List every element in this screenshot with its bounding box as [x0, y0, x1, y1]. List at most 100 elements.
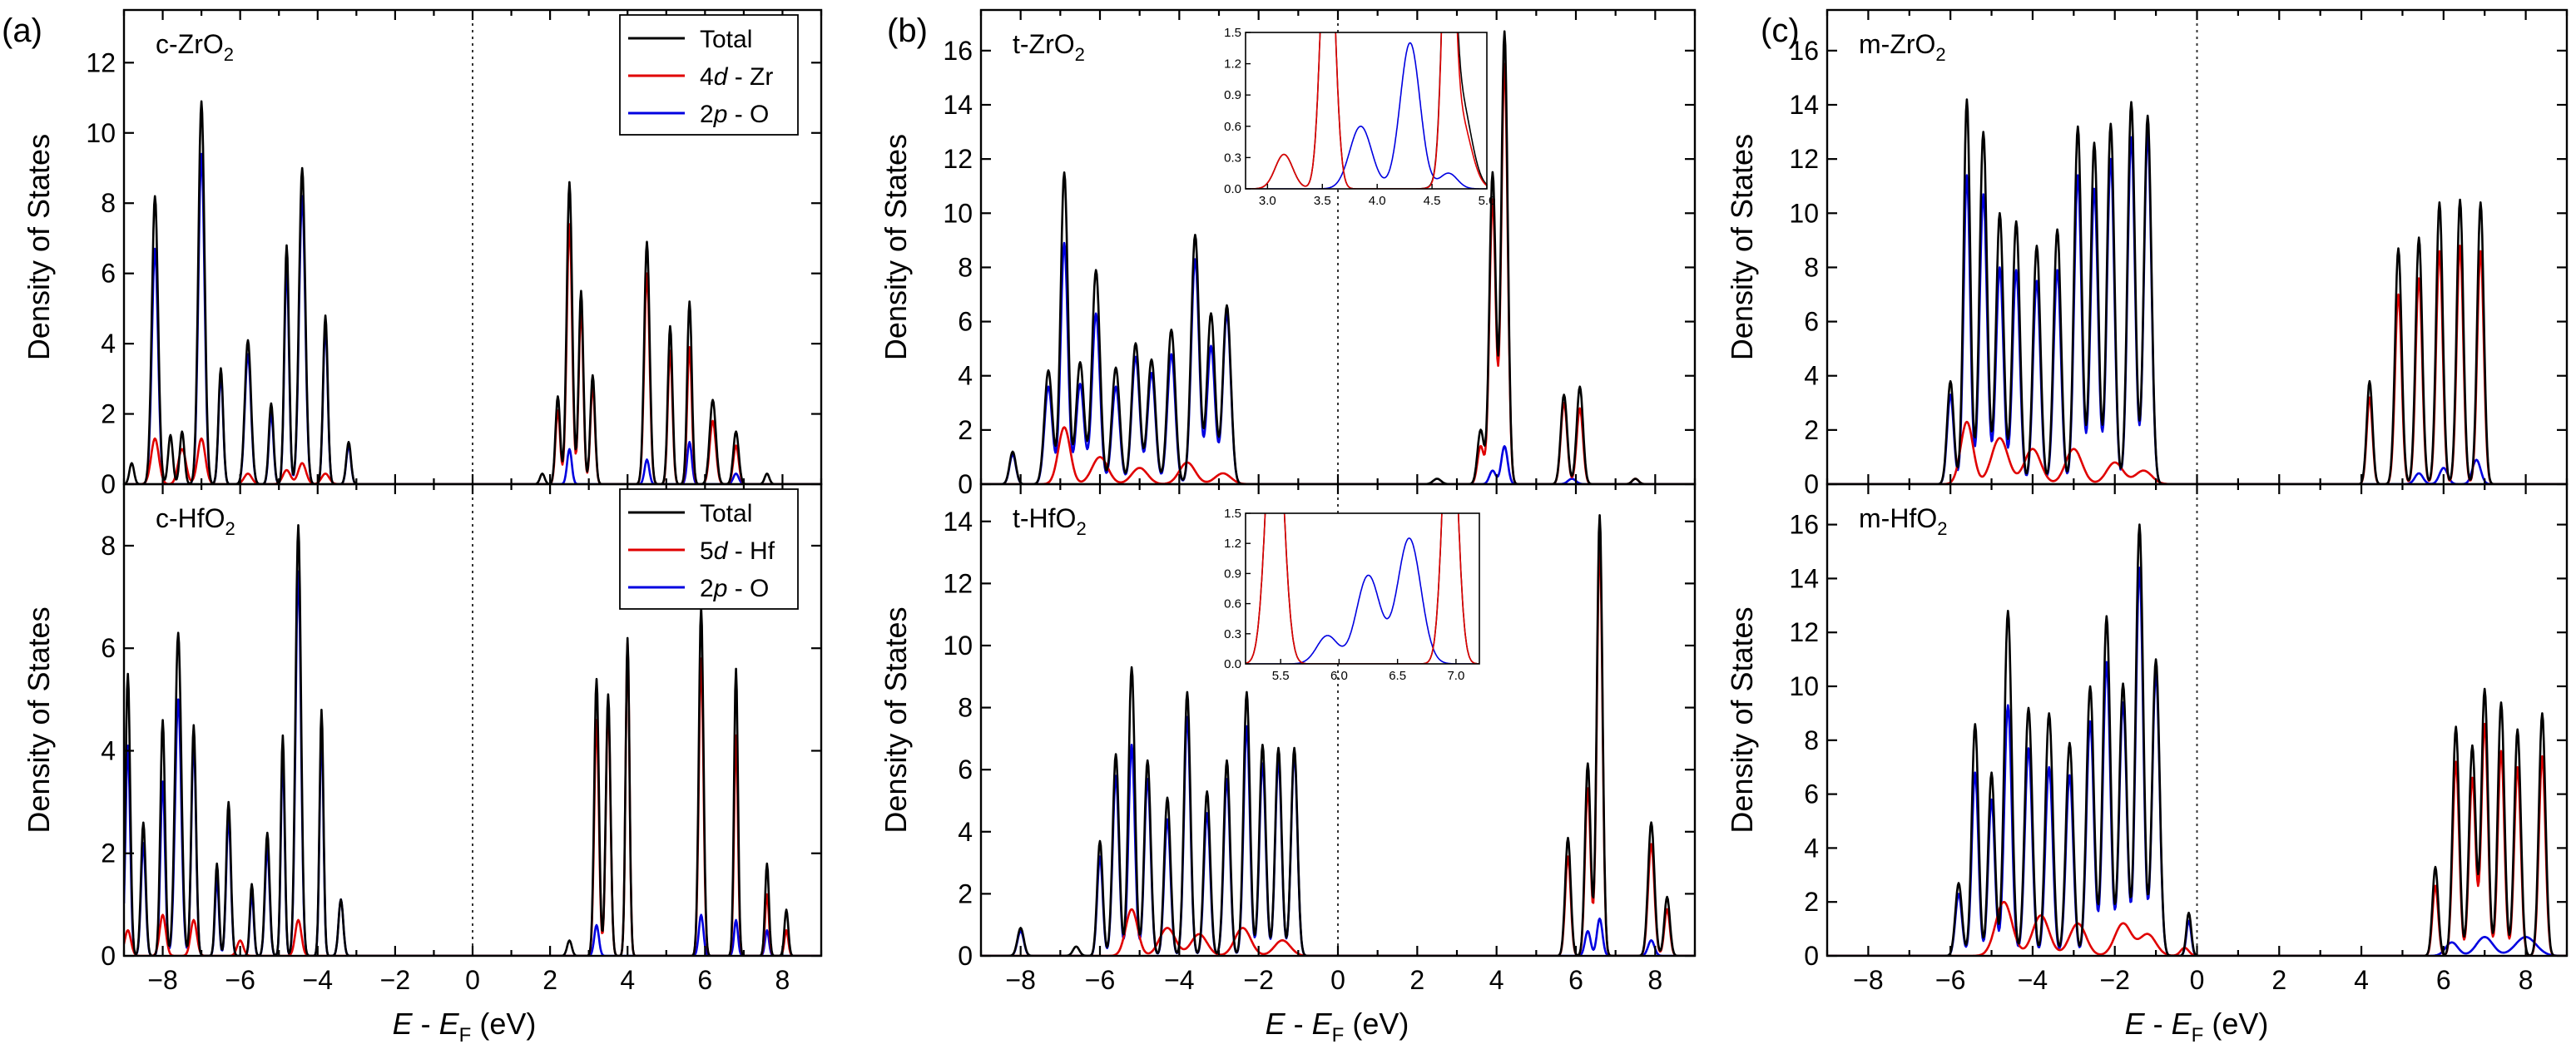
y-tick-label: 12: [943, 568, 973, 598]
y-tick-label: 8: [101, 188, 116, 218]
y-tick-label: 0: [101, 941, 116, 971]
inset-frame: [1245, 32, 1488, 190]
y-tick-label: 6: [101, 259, 116, 289]
x-tick-label: −4: [303, 965, 333, 995]
x-tick-label: −8: [1005, 965, 1035, 995]
y-tick-label: 6: [958, 755, 973, 784]
y-tick-label: 10: [86, 118, 116, 148]
y-tick-label: 14: [943, 507, 973, 537]
inset-y-tick-label: 1.5: [1224, 507, 1241, 521]
y-tick-label: 12: [1789, 144, 1819, 174]
legend-label: 4d - Zr: [700, 63, 773, 91]
y-tick-label: 10: [943, 631, 973, 661]
y-axis-label: Density of States: [879, 134, 913, 360]
y-tick-label: 8: [958, 252, 973, 282]
x-tick-label: 4: [1489, 965, 1504, 995]
system-label: c-ZrO2: [156, 29, 234, 65]
legend-label: 2p - O: [700, 575, 769, 602]
y-axis-label: Density of States: [1725, 606, 1759, 833]
inset-y-tick-label: 0.6: [1224, 120, 1241, 134]
y-tick-label: 8: [1804, 725, 1819, 755]
x-tick-label: −8: [1853, 965, 1883, 995]
x-tick-label: 4: [2354, 965, 2369, 995]
x-tick-label: 8: [775, 965, 790, 995]
inset-y-tick-label: 0.3: [1224, 151, 1241, 165]
inset-y-tick-label: 0.0: [1224, 182, 1241, 196]
y-tick-label: 6: [958, 307, 973, 337]
dos-curve-total: [981, 30, 1695, 484]
panel-b-top: 0 2 4 6 8 10 12 14 16 Density of States t-ZrO2 (b) 3…: [879, 8, 1697, 499]
system-label: m-ZrO2: [1859, 29, 1946, 65]
x-tick-label: −2: [380, 965, 410, 995]
inset-y-tick-label: 1.5: [1224, 26, 1241, 40]
legend-label: 2p - O: [700, 101, 769, 128]
x-tick-label: 0: [1330, 965, 1345, 995]
system-label: t-ZrO2: [1013, 29, 1085, 65]
x-tick-label: 8: [1647, 965, 1662, 995]
x-tick-label: −4: [2018, 965, 2048, 995]
y-tick-label: 16: [1789, 36, 1819, 66]
inset-frame: [1245, 512, 1480, 665]
panel-b-bottom: −8 −6 −4 −2 0 2 4 6 8 0 2 4 6 8 10 12 14 Density of State…: [879, 483, 1697, 995]
dos-curve-o-2p: [981, 715, 1695, 956]
dos-curve-metal-d: [124, 641, 821, 956]
y-tick-label: 4: [1804, 361, 1819, 391]
inset-y-tick-label: 0.9: [1224, 567, 1241, 581]
panel-c-bottom: −8 −6 −4 −2 0 2 4 6 8 0 2 4 6 8 10 12 14 16 Density of Sta…: [1725, 483, 2569, 995]
x-tick-label: 8: [2519, 965, 2534, 995]
inset-curve-o-2p: [1246, 537, 1479, 664]
panel-letter: (c): [1761, 12, 1800, 49]
x-tick-label: 2: [2271, 965, 2286, 995]
inset-curve-o-2p: [1246, 42, 1487, 189]
panel-letter: (b): [887, 12, 928, 49]
x-tick-label: −4: [1164, 965, 1194, 995]
inset-plot: 5.5 6.0 6.5 7.0 0.0 0.3 0.6 0.9 1.2 1.5: [1224, 507, 1480, 683]
dos-curve-o-2p: [1827, 133, 2567, 484]
inset-x-tick-label: 6.0: [1330, 669, 1348, 683]
system-label: m-HfO2: [1859, 503, 1947, 539]
y-tick-label: 16: [943, 36, 973, 66]
y-tick-label: 4: [101, 735, 116, 765]
x-tick-label: 6: [1568, 965, 1583, 995]
y-tick-label: 10: [943, 198, 973, 228]
y-tick-label: 16: [1789, 510, 1819, 540]
inset-x-tick-label: 4.0: [1369, 194, 1386, 208]
panel-a-top: 0 2 4 6 8 10 12 Density of States c-ZrO2 (a) Total…: [2, 8, 823, 499]
system-label: c-HfO2: [156, 503, 235, 539]
y-tick-label: 6: [101, 633, 116, 663]
y-tick-label: 12: [943, 144, 973, 174]
inset-y-tick-label: 0.9: [1224, 88, 1241, 102]
legend-label: Total: [700, 500, 752, 527]
y-tick-label: 2: [1804, 887, 1819, 917]
inset-x-tick-label: 6.5: [1389, 669, 1406, 683]
inset-plot: 3.0 3.5 4.0 4.5 5.0 0.0 0.3 0.6 0.9 1.2 1.5: [1224, 26, 1495, 208]
y-tick-label: 8: [1804, 252, 1819, 282]
x-tick-label: −6: [1935, 965, 1965, 995]
y-tick-label: 2: [1804, 415, 1819, 445]
inset-x-tick-label: 5.5: [1272, 669, 1290, 683]
inset-x-tick-label: 3.5: [1314, 194, 1331, 208]
dos-curve-total: [124, 524, 821, 956]
y-tick-label: 14: [1789, 563, 1819, 593]
y-tick-label: 4: [1804, 833, 1819, 863]
x-axis-label: E - EF (eV): [2125, 1007, 2269, 1047]
system-label: t-HfO2: [1013, 503, 1087, 539]
y-axis-label: Density of States: [879, 606, 913, 833]
x-tick-label: −6: [1085, 965, 1115, 995]
y-tick-label: 12: [1789, 617, 1819, 647]
legend-label: 5d - Hf: [700, 537, 775, 565]
x-tick-label: −8: [147, 965, 177, 995]
x-tick-label: 6: [2436, 965, 2451, 995]
inset-y-tick-label: 0.3: [1224, 627, 1241, 641]
y-tick-label: 0: [958, 469, 973, 499]
x-tick-label: 0: [465, 965, 480, 995]
y-tick-label: 10: [1789, 671, 1819, 701]
y-tick-label: 2: [101, 839, 116, 869]
y-tick-label: 4: [101, 329, 116, 359]
y-tick-label: 2: [101, 399, 116, 429]
y-axis-label: Density of States: [22, 134, 56, 360]
inset-y-tick-label: 1.2: [1224, 537, 1241, 551]
panel-a-bottom: −8 −6 −4 −2 0 2 4 6 8 0 2 4 6 8 Density of States c-HfO…: [22, 483, 823, 995]
panel-letter: (a): [2, 12, 42, 49]
